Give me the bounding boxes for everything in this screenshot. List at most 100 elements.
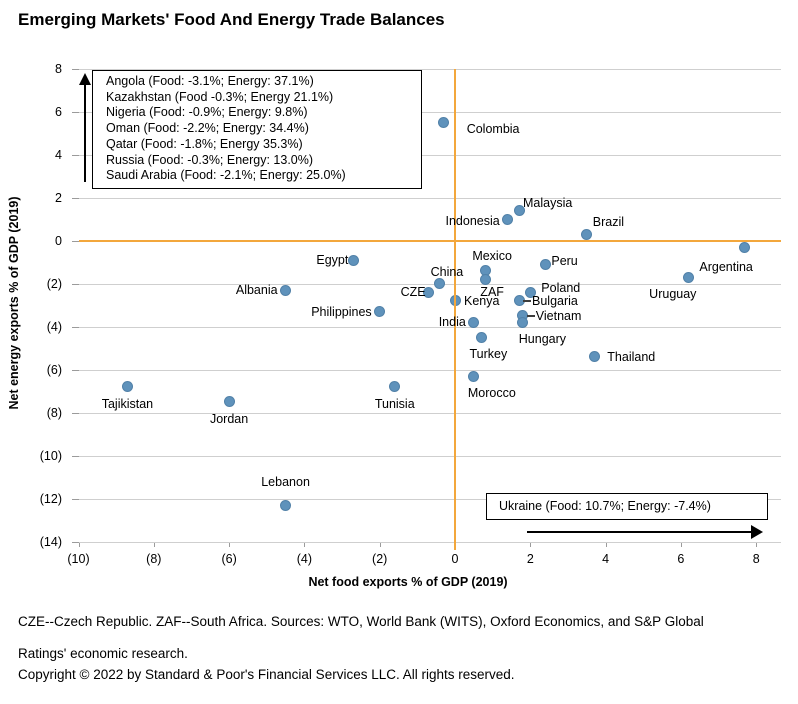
- y-axis-tick: [72, 498, 79, 500]
- point-label-colombia: Colombia: [466, 122, 520, 137]
- data-point-turkey: [475, 331, 487, 343]
- point-label-china: China: [430, 264, 464, 279]
- y-axis-tick: [72, 68, 79, 70]
- x-axis-tick-label: (4): [296, 552, 313, 566]
- x-axis-tick-label: (8): [146, 552, 162, 566]
- annotation-line: Nigeria (Food: -0.9%; Energy: 9.8%): [106, 105, 308, 120]
- x-axis-tick-label: 0: [451, 552, 459, 566]
- point-label-poland: Poland: [541, 281, 581, 296]
- point-label-malaysia: Malaysia: [523, 195, 573, 210]
- point-label-vietnam: Vietnam: [535, 308, 582, 323]
- gridline: [79, 154, 781, 156]
- plot-area: Angola (Food: -3.1%; Energy: 37.1%) Kazak…: [79, 64, 781, 550]
- point-label-brazil: Brazil: [592, 215, 625, 230]
- x-axis-tick-label: 2: [526, 552, 534, 566]
- gridline: [79, 68, 781, 70]
- gridline: [79, 197, 781, 199]
- data-point-albania: [280, 284, 292, 296]
- y-axis-tick-label: (6): [46, 362, 62, 377]
- point-label-philippines: Philippines: [311, 304, 372, 319]
- data-point-lebanon: [280, 499, 292, 511]
- point-label-egypt: Egypt: [316, 253, 349, 268]
- x-axis-tick: [530, 542, 532, 547]
- gridline: [79, 326, 781, 328]
- y-axis-tick-label: (8): [46, 405, 62, 420]
- y-axis-tick-label: 2: [55, 190, 62, 205]
- data-point-china: [434, 278, 446, 290]
- point-label-thailand: Thailand: [607, 349, 656, 364]
- annotation-line: Kazakhstan (Food -0.3%; Energy 21.1%): [106, 89, 334, 104]
- x-axis-tick: [379, 542, 381, 547]
- y-axis-tick: [72, 240, 79, 242]
- up-arrow-head-icon: [79, 73, 91, 85]
- y-axis-tick: [72, 154, 79, 156]
- x-axis-tick-label: (10): [67, 552, 90, 566]
- y-axis-tick: [72, 326, 79, 328]
- y-axis-tick-label: (4): [46, 319, 62, 334]
- annotation-line: Oman (Food: -2.2%; Energy: 34.4%): [106, 121, 309, 136]
- point-label-cze: CZE: [400, 285, 426, 300]
- data-point-hungary: [517, 316, 529, 328]
- data-point-india: [468, 316, 480, 328]
- data-point-argentina: [739, 241, 751, 253]
- x-axis-zero-line: [79, 239, 781, 242]
- y-axis-tick: [72, 283, 79, 285]
- footnote-copyright: Copyright © 2022 by Standard & Poor's Fi…: [18, 667, 515, 682]
- x-axis-tick-label: 4: [602, 552, 610, 566]
- point-label-uruguay: Uruguay: [649, 287, 697, 302]
- y-axis-tick-label: 4: [55, 147, 62, 162]
- x-axis-tick: [680, 542, 682, 547]
- x-axis-tick-label: (2): [372, 552, 388, 566]
- point-label-bulgaria: Bulgaria: [532, 293, 578, 308]
- point-label-hungary: Hungary: [518, 332, 567, 347]
- data-point-poland: [524, 286, 536, 298]
- y-axis-tick-label: (10): [39, 448, 62, 463]
- data-point-thailand: [588, 351, 600, 363]
- y-axis-tick: [72, 541, 79, 543]
- data-point-uruguay: [682, 271, 694, 283]
- x-axis-tick: [605, 542, 607, 547]
- x-axis-tick: [78, 542, 80, 547]
- data-point-tajikistan: [121, 381, 133, 393]
- up-arrow-shaft-icon: [84, 84, 86, 182]
- gridline: [79, 369, 781, 371]
- point-label-indonesia: Indonesia: [445, 214, 500, 229]
- y-axis-tick: [72, 412, 79, 414]
- right-arrow-shaft-icon: [527, 531, 751, 533]
- gridline: [79, 455, 781, 457]
- point-label-india: India: [438, 315, 466, 330]
- data-point-philippines: [374, 306, 386, 318]
- gridline: [79, 498, 781, 500]
- y-axis-tick: [72, 197, 79, 199]
- point-label-tunisia: Tunisia: [374, 396, 415, 411]
- y-axis-tick-label: (2): [46, 276, 62, 291]
- right-arrow-head-icon: [751, 525, 763, 539]
- point-label-argentina: Argentina: [699, 260, 753, 275]
- gridline: [79, 111, 781, 113]
- x-axis-tick: [229, 542, 231, 547]
- footnote-sources: CZE--Czech Republic. ZAF--South Africa. …: [18, 614, 704, 629]
- ukraine-annotation-box: Ukraine (Food: 10.7%; Energy: -7.4%): [486, 493, 768, 520]
- annotation-line: Qatar (Food: -1.8%; Energy 35.3%): [106, 136, 303, 151]
- data-point-brazil: [581, 228, 593, 240]
- point-label-zaf: ZAF: [480, 285, 504, 300]
- point-label-peru: Peru: [551, 254, 578, 269]
- data-point-indonesia: [502, 213, 514, 225]
- annotation-line: Angola (Food: -3.1%; Energy: 37.1%): [106, 74, 314, 88]
- y-axis-tick-label: 6: [55, 104, 62, 119]
- y-axis-tick: [72, 455, 79, 457]
- footnote-sources-2: Ratings' economic research.: [18, 646, 188, 661]
- data-point-cze: [423, 286, 435, 298]
- point-label-kenya: Kenya: [464, 293, 500, 308]
- data-point-tunisia: [389, 381, 401, 393]
- y-axis-tick: [72, 369, 79, 371]
- label-leader-dash: [526, 314, 535, 317]
- x-axis-tick: [756, 542, 758, 547]
- x-axis-tick-label: 8: [752, 552, 760, 566]
- data-point-zaf: [479, 273, 491, 285]
- data-point-peru: [539, 258, 551, 270]
- data-point-morocco: [468, 370, 480, 382]
- gridline: [79, 283, 781, 285]
- annotation-line: Saudi Arabia (Food: -2.1%; Energy: 25.0%…: [106, 168, 346, 183]
- x-axis-tick-label: (6): [221, 552, 237, 566]
